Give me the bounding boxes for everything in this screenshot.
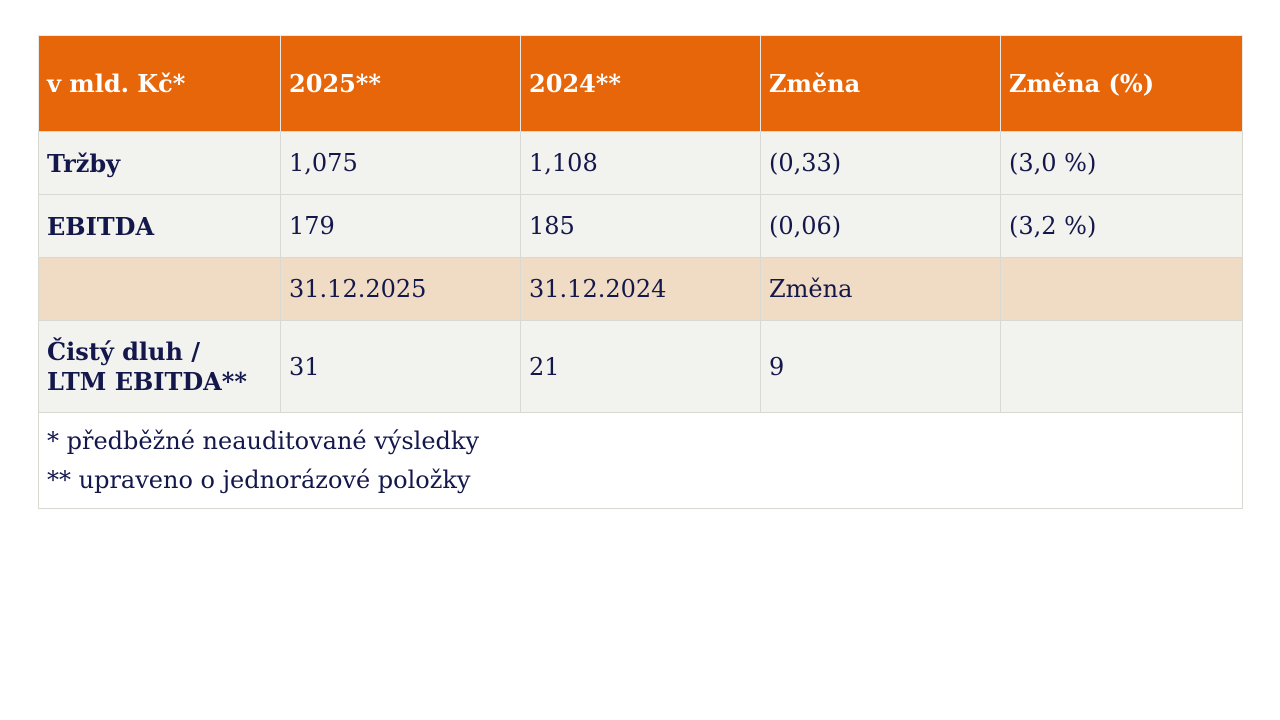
cell-value: (3,2 %)	[1000, 194, 1243, 258]
cell-value	[1000, 320, 1243, 413]
subheader-cell-date: 31.12.2025	[280, 257, 521, 321]
header-cell-2024: 2024**	[520, 35, 761, 132]
header-cell-unit: v mld. Kč*	[38, 35, 281, 132]
cell-value: 1,108	[520, 131, 761, 195]
cell-value: 21	[520, 320, 761, 413]
table-header-row: v mld. Kč* 2025** 2024** Změna Změna (%)	[38, 35, 1243, 132]
subheader-cell-empty	[38, 257, 281, 321]
cell-value: (3,0 %)	[1000, 131, 1243, 195]
cell-value: 185	[520, 194, 761, 258]
cell-value: 31	[280, 320, 521, 413]
header-cell-2025: 2025**	[280, 35, 521, 132]
footnote-line-2: ** upraveno o jednorázové položky	[47, 465, 471, 494]
cell-value: 9	[760, 320, 1001, 413]
cell-value: (0,06)	[760, 194, 1001, 258]
subheader-cell-change: Změna	[760, 257, 1001, 321]
header-cell-change-pct: Změna (%)	[1000, 35, 1243, 132]
subheader-cell-empty	[1000, 257, 1243, 321]
table-row-ebitda: EBITDA 179 185 (0,06) (3,2 %)	[38, 194, 1243, 258]
row-label: Tržby	[38, 131, 281, 195]
row-label-line-1: Čistý dluh /	[47, 336, 201, 366]
row-label: Čistý dluh / LTM EBITDA**	[38, 320, 281, 413]
footnote-cell: * předběžné neauditované výsledky ** upr…	[38, 412, 1243, 509]
financial-results-table: v mld. Kč* 2025** 2024** Změna Změna (%)…	[38, 35, 1243, 509]
row-label: EBITDA	[38, 194, 281, 258]
cell-value: (0,33)	[760, 131, 1001, 195]
cell-value: 179	[280, 194, 521, 258]
table-row-trzby: Tržby 1,075 1,108 (0,33) (3,0 %)	[38, 131, 1243, 195]
cell-value: 1,075	[280, 131, 521, 195]
footnote-line-1: * předběžné neauditované výsledky	[47, 426, 480, 455]
table-footnote-row: * předběžné neauditované výsledky ** upr…	[38, 412, 1243, 509]
table-subheader-row-dates: 31.12.2025 31.12.2024 Změna	[38, 257, 1243, 321]
row-label-line-2: LTM EBITDA**	[47, 366, 247, 396]
table-row-cisty-dluh: Čistý dluh / LTM EBITDA** 31 21 9	[38, 320, 1243, 413]
header-cell-change: Změna	[760, 35, 1001, 132]
subheader-cell-date: 31.12.2024	[520, 257, 761, 321]
